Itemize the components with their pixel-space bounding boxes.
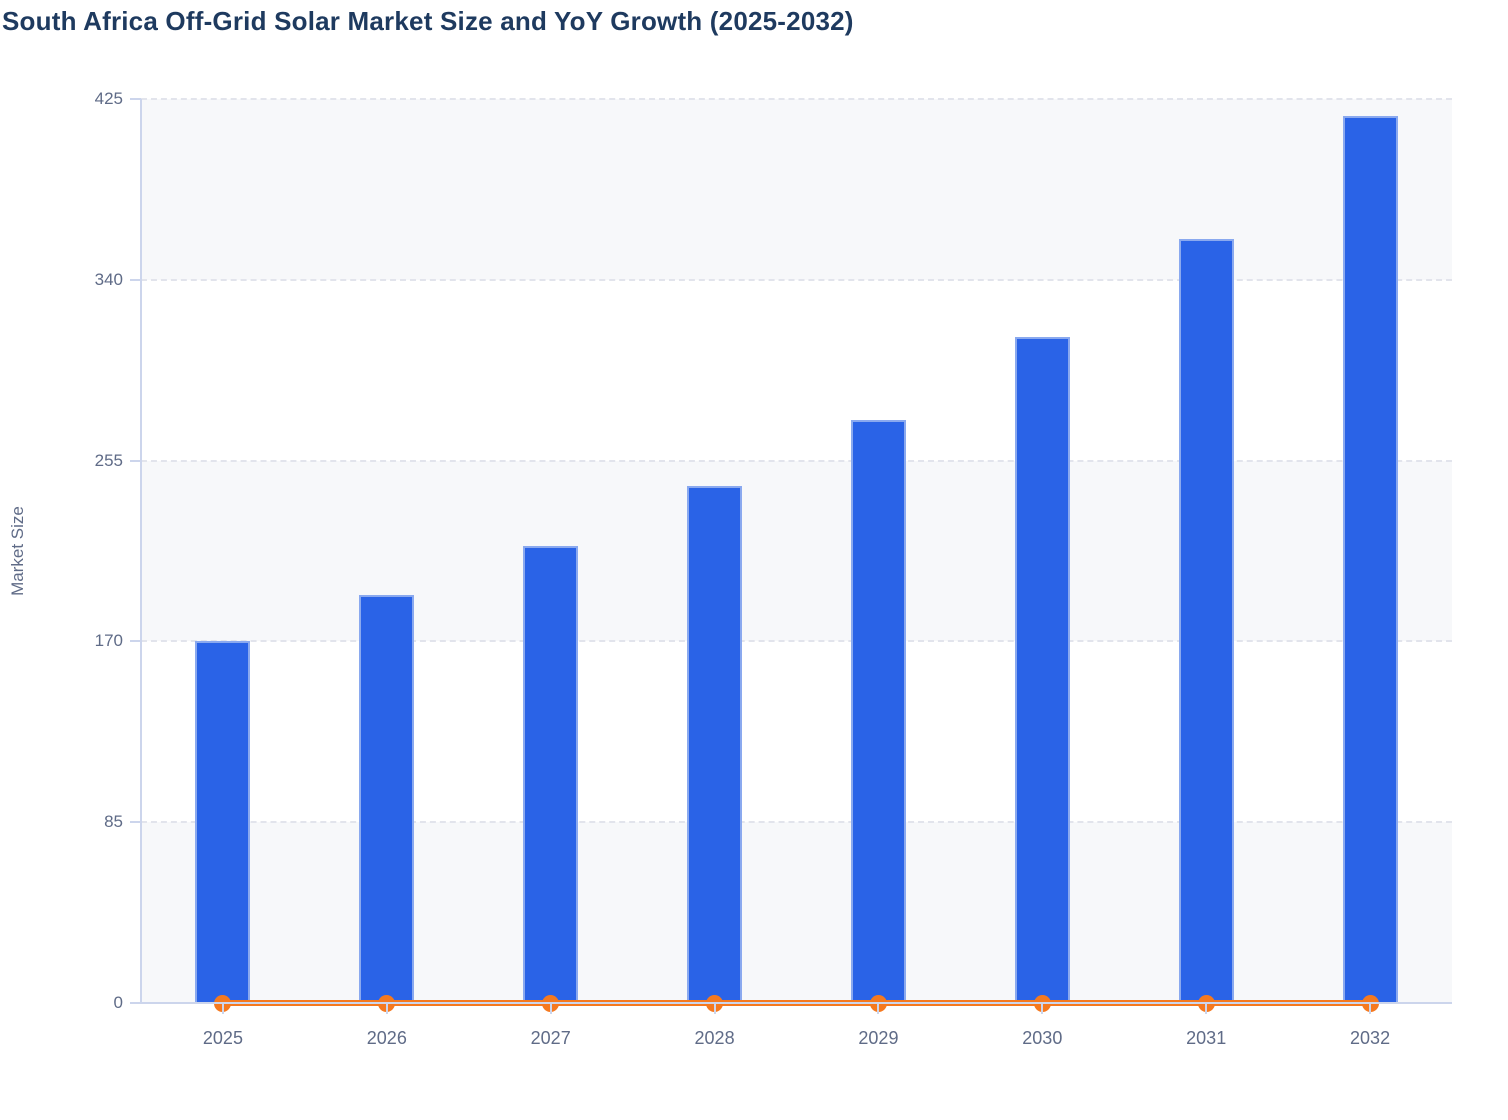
y-tick-label: 0: [113, 993, 123, 1012]
x-tick-mark: [1369, 1004, 1372, 1014]
plot-area: [141, 98, 1452, 1012]
bar-2025[interactable]: [195, 641, 251, 1003]
x-tick-label-2031: 2031: [1186, 1028, 1227, 1048]
bar-2031[interactable]: [1178, 239, 1234, 1003]
x-tick-label-2028: 2028: [694, 1028, 735, 1048]
bar-2026[interactable]: [359, 594, 415, 1003]
bar-2027[interactable]: [523, 545, 579, 1003]
y-axis-line: [140, 99, 142, 1003]
bar-2028[interactable]: [687, 486, 743, 1003]
x-tick-label-2032: 2032: [1350, 1028, 1391, 1048]
grid-band: [141, 460, 1452, 642]
y-tick-mark: [130, 278, 141, 281]
x-tick-mark: [221, 1004, 224, 1014]
x-tick-mark: [713, 1004, 716, 1014]
x-tick-mark: [549, 1004, 552, 1014]
x-tick-mark: [877, 1004, 880, 1014]
x-tick-label-2026: 2026: [366, 1028, 407, 1048]
y-tick-mark: [130, 98, 141, 100]
bar-2032[interactable]: [1342, 116, 1398, 1003]
y-tick-mark: [130, 1002, 141, 1004]
x-tick-mark: [1205, 1004, 1208, 1014]
bar-2029[interactable]: [850, 420, 906, 1003]
y-tick-label: 85: [104, 812, 123, 832]
gridline: [141, 640, 1452, 643]
grid-band: [141, 279, 1452, 461]
gridline: [141, 278, 1452, 281]
x-tick-mark: [1041, 1004, 1044, 1014]
y-tick-mark: [130, 821, 141, 824]
y-tick-label: 170: [94, 631, 123, 651]
x-tick-mark: [385, 1004, 388, 1014]
x-tick-label-2029: 2029: [858, 1028, 899, 1048]
grid-band: [141, 822, 1452, 1003]
x-tick-label-2027: 2027: [530, 1028, 571, 1048]
x-tick-label-2030: 2030: [1022, 1028, 1063, 1048]
x-tick-label-2025: 2025: [202, 1028, 243, 1048]
y-axis-title: Market Size: [8, 506, 27, 596]
y-tick-label: 340: [94, 269, 123, 289]
y-tick-label: 255: [94, 450, 123, 470]
grid-band: [141, 99, 1452, 280]
grid-band: [141, 641, 1452, 823]
gridline: [141, 98, 1452, 100]
y-tick-label: 425: [94, 89, 123, 108]
gridline: [141, 459, 1452, 462]
y-tick-mark: [130, 459, 141, 462]
y-tick-mark: [130, 640, 141, 643]
chart-title: South Africa Off-Grid Solar Market Size …: [2, 6, 854, 36]
gridline: [141, 821, 1452, 824]
x-axis-line: [141, 1002, 1452, 1004]
bar-2030[interactable]: [1014, 337, 1070, 1003]
